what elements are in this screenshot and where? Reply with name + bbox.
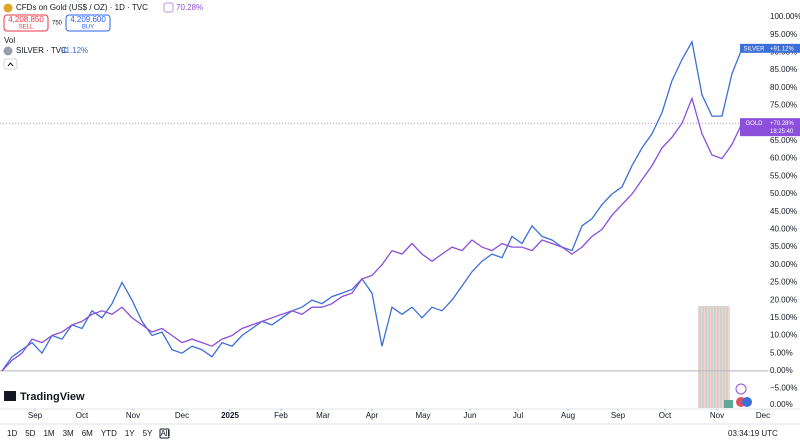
- buy-price: 4,209.600: [70, 15, 106, 24]
- y-tick-label: 0.00%: [770, 366, 793, 375]
- series-line: [1, 96, 743, 372]
- spread: 750: [52, 21, 63, 27]
- chart-title: CFDs on Gold (US$ / OZ) · 1D · TVC: [16, 3, 148, 12]
- x-tick-label: Oct: [659, 411, 672, 420]
- event-icon: [735, 383, 747, 395]
- timeframe-button[interactable]: 3M: [63, 429, 74, 438]
- timeframe-button[interactable]: YTD: [101, 429, 117, 438]
- sell-price: 4,208.850: [8, 15, 44, 24]
- y-tick-label: 50.00%: [770, 189, 797, 198]
- timeframe-button[interactable]: All: [160, 429, 169, 438]
- x-tick-label: Dec: [175, 411, 189, 420]
- price-tag: [768, 118, 800, 137]
- x-tick-label: Mar: [316, 411, 330, 420]
- timeframe-button[interactable]: 1D: [7, 429, 17, 438]
- y-tick-label: 55.00%: [770, 171, 797, 180]
- x-tick-label: Aug: [561, 411, 575, 420]
- y-tick-label: 5.00%: [770, 348, 793, 357]
- x-tick-label: Apr: [366, 411, 379, 420]
- price-tag: [740, 43, 768, 53]
- y-tick-label: 30.00%: [770, 260, 797, 269]
- price-tag-value: +70.28%: [770, 121, 795, 127]
- gold-icon: [3, 3, 13, 13]
- x-tick-label: Sep: [28, 411, 43, 420]
- y-tick-label: 65.00%: [770, 136, 797, 145]
- compare-label: SILVER · TVC: [16, 46, 67, 55]
- y-tick-label: 15.00%: [770, 313, 797, 322]
- icon: [163, 2, 174, 13]
- sell-label: SELL: [19, 25, 34, 31]
- x-tick-label: Feb: [274, 411, 288, 420]
- collapse-button[interactable]: [3, 58, 18, 70]
- price-tag-value: +91.12%: [770, 46, 795, 52]
- x-tick-label: Jul: [513, 411, 523, 420]
- event-flag: [742, 397, 752, 407]
- price-tag: [740, 118, 768, 137]
- logo-icon: [4, 391, 16, 401]
- timeframe-button[interactable]: 5Y: [143, 429, 153, 438]
- title-change: 70.28%: [176, 3, 203, 12]
- y-tick-label: 60.00%: [770, 154, 797, 163]
- series-line: [1, 39, 743, 372]
- x-tick-label: Sep: [611, 411, 626, 420]
- x-tick-label: May: [415, 411, 430, 420]
- y-tick-label: 95.00%: [770, 30, 797, 39]
- buy-label: BUY: [82, 25, 94, 31]
- clock: 03:34:19 UTC: [728, 429, 778, 438]
- y-tick-label: 20.00%: [770, 295, 797, 304]
- y-tick-label: 35.00%: [770, 242, 797, 251]
- compare-change: 91.12%: [61, 46, 88, 55]
- price-tag-name: GOLD: [745, 121, 763, 127]
- x-tick-label: Oct: [76, 411, 89, 420]
- price-tag-time: 18:25:40: [770, 129, 794, 135]
- logo: TradingView: [20, 391, 85, 403]
- y-tick-label: 10.00%: [770, 331, 797, 340]
- volume-axis-label: 0.00%: [770, 400, 793, 409]
- buy-button[interactable]: [65, 14, 111, 32]
- y-tick-label: 25.00%: [770, 278, 797, 287]
- silver-icon: [3, 46, 13, 56]
- price-tag: [768, 43, 800, 53]
- price-tag-name: SILVER: [744, 46, 766, 52]
- timeframe-button[interactable]: 6M: [82, 429, 93, 438]
- calendar-icon[interactable]: [159, 428, 170, 439]
- timeframe-button[interactable]: 1Y: [125, 429, 135, 438]
- y-tick-label: 80.00%: [770, 83, 797, 92]
- x-tick-label: Jun: [464, 411, 477, 420]
- y-tick-label: 75.00%: [770, 101, 797, 110]
- y-tick-label: −5.00%: [770, 384, 797, 393]
- y-tick-label: 85.00%: [770, 65, 797, 74]
- y-tick-label: 40.00%: [770, 224, 797, 233]
- y-tick-label: 45.00%: [770, 207, 797, 216]
- timeframe-button[interactable]: 5D: [25, 429, 35, 438]
- x-tick-label: Nov: [126, 411, 140, 420]
- sell-button[interactable]: [3, 14, 49, 32]
- timeframe-button[interactable]: 1M: [43, 429, 54, 438]
- x-tick-label: 2025: [221, 411, 239, 420]
- collapse-arrow: [7, 62, 14, 67]
- volume-bars: [698, 306, 730, 408]
- event-icon: [724, 400, 733, 408]
- x-tick-label: Dec: [756, 411, 770, 420]
- volume-label: Vol: [4, 36, 15, 45]
- y-tick-label: 100.00%: [770, 12, 800, 21]
- x-tick-label: Nov: [710, 411, 724, 420]
